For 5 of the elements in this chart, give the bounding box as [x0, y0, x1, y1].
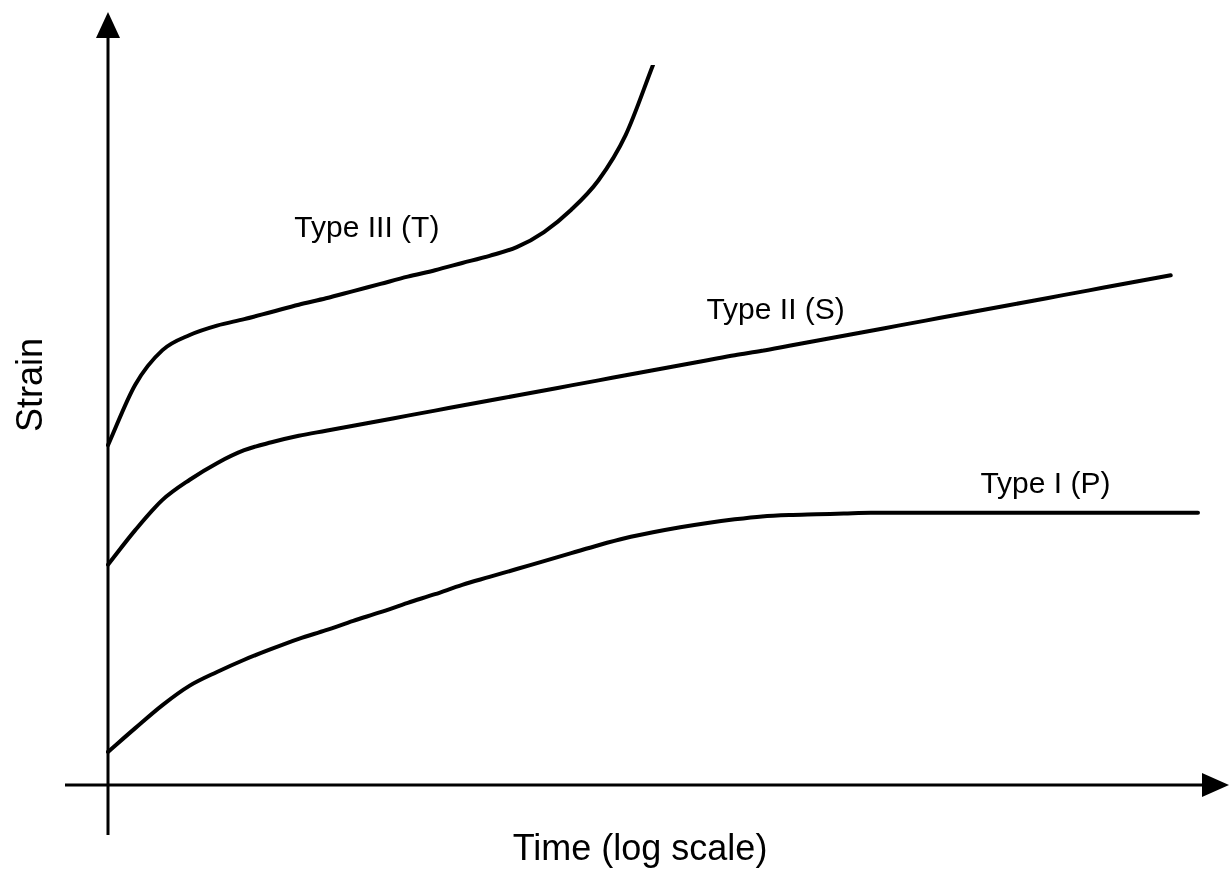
y-axis-title: Strain	[8, 337, 50, 433]
series-label: Type I (P)	[980, 466, 1111, 500]
x-axis-title: Time (log scale)	[512, 826, 768, 868]
series-label: Type III (T)	[294, 210, 440, 244]
series-label: Type II (S)	[706, 292, 845, 326]
